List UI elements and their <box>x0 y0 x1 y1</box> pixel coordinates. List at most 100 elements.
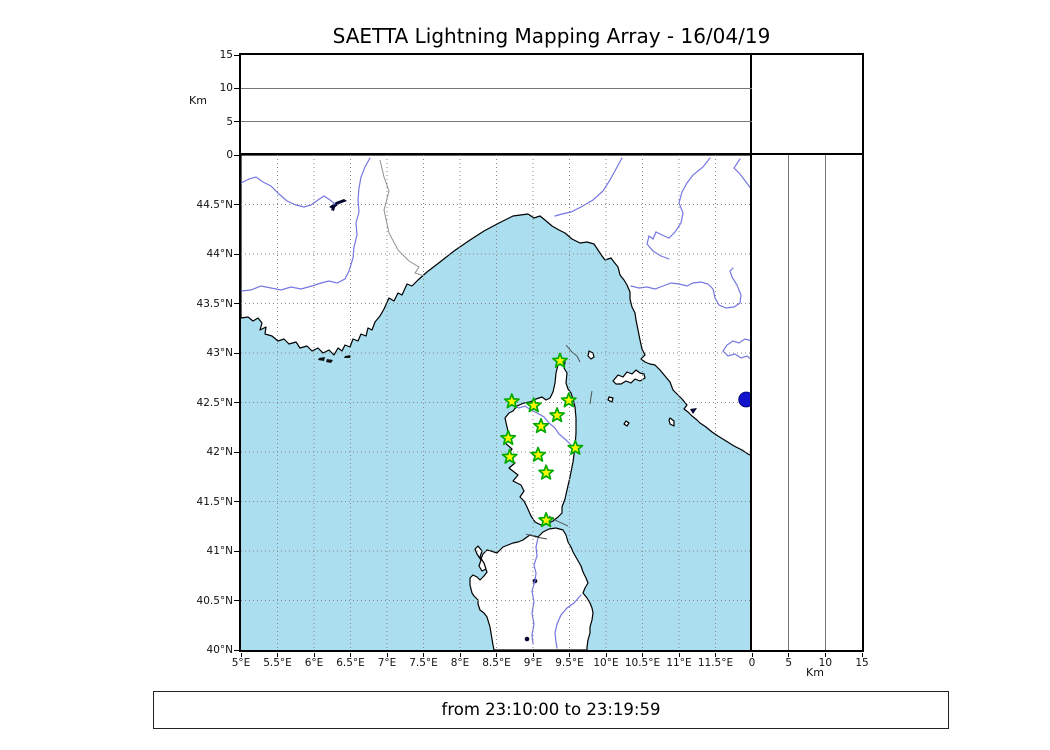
lon-tick-label: 5.5°E <box>263 657 292 669</box>
lon-tick-mark <box>350 652 351 657</box>
lma-station-star <box>501 448 518 464</box>
lon-tick-label: 8.5°E <box>482 657 511 669</box>
lon-tick-mark <box>240 652 242 657</box>
island-pianosa <box>606 395 614 403</box>
lma-station-star <box>537 463 554 480</box>
lat-tick-mark <box>233 402 239 403</box>
alt-gridline-vertical <box>788 155 790 650</box>
lma-station-star <box>548 406 565 422</box>
lat-tick-mark <box>233 352 239 354</box>
lma-station-star <box>560 391 577 407</box>
lon-tick-label: 6.5°E <box>336 657 365 669</box>
alt-tick-mark-right-panel <box>751 652 753 657</box>
lon-tick-label: 6°E <box>304 657 324 669</box>
lon-tick-mark <box>313 652 315 657</box>
lon-tick-label: 9°E <box>523 657 543 669</box>
time-range-text: from 23:10:00 to 23:19:59 <box>441 700 661 719</box>
alt-tick-label-top-panel: 5 <box>226 115 233 128</box>
lon-tick-mark <box>423 652 424 657</box>
island-elba <box>611 368 646 385</box>
lon-tick-mark <box>386 652 388 657</box>
alt-tick-label-top-panel: 0 <box>226 149 233 161</box>
alt-tick-mark-top-panel <box>233 54 239 56</box>
lma-station-star <box>537 511 554 527</box>
river-golo-corsica <box>510 403 575 449</box>
altitude-unit-label-top: Km <box>189 94 207 107</box>
lma-station-star <box>525 396 542 412</box>
lake-sardinia-south <box>524 636 529 641</box>
chart-title: SAETTA Lightning Mapping Array - 16/04/1… <box>332 24 771 48</box>
lon-tick-mark <box>459 652 461 657</box>
lat-tick-label: 43°N <box>206 347 233 359</box>
lma-station-star <box>529 446 546 462</box>
lma-station-star <box>503 392 520 408</box>
lat-tick-label: 44°N <box>206 248 233 260</box>
lat-tick-mark <box>233 550 239 552</box>
lat-tick-label: 43.5°N <box>196 297 233 310</box>
alt-tick-mark-top-panel <box>233 121 239 123</box>
lat-tick-label: 42°N <box>206 446 233 458</box>
lma-station-star <box>499 429 516 445</box>
lma-station-star <box>566 439 583 455</box>
lon-tick-mark <box>569 652 570 657</box>
lat-tick-label: 41.5°N <box>196 495 233 508</box>
corner-panel <box>749 52 864 157</box>
sea-annotation-lines <box>525 344 592 539</box>
latlon-grid <box>240 154 752 650</box>
map-panel <box>238 152 754 652</box>
alt-tick-mark-top-panel <box>233 87 239 89</box>
alt-gridline-vertical <box>824 155 826 650</box>
lon-tick-label: 5°E <box>231 657 251 669</box>
lon-tick-label: 7.5°E <box>409 657 438 669</box>
lat-tick-label: 44.5°N <box>196 198 233 211</box>
lat-tick-label: 40.5°N <box>196 594 233 607</box>
lon-tick-mark <box>642 652 643 657</box>
island-sardinia <box>468 526 594 650</box>
lat-tick-label: 41°N <box>206 545 233 557</box>
lat-tick-mark <box>233 253 239 255</box>
lat-tick-mark <box>233 303 239 304</box>
lon-tick-label: 10°E <box>593 657 619 669</box>
alt-tick-label-top-panel: 10 <box>219 82 233 95</box>
alt-tick-label-right-panel: 5 <box>785 657 792 669</box>
event-source-dot <box>737 391 752 407</box>
lon-tick-mark <box>496 652 497 657</box>
lon-tick-mark <box>605 652 607 657</box>
station-markers-layer <box>499 352 752 527</box>
alt-tick-mark-right-panel <box>788 652 790 657</box>
alt-tick-label-right-panel: 10 <box>818 657 833 669</box>
lat-tick-label: 42.5°N <box>196 396 233 409</box>
altitude-longitude-panel <box>238 52 754 157</box>
alt-tick-label-right-panel: 0 <box>748 657 756 669</box>
lon-tick-label: 10.5°E <box>624 657 661 669</box>
lat-tick-label: 40°N <box>206 644 233 656</box>
lon-tick-mark <box>532 652 534 657</box>
lat-tick-mark <box>233 451 239 453</box>
lon-tick-label: 11.5°E <box>697 657 734 669</box>
orbetello-lagoon <box>689 407 697 414</box>
altitude-unit-label-bottom: Km <box>806 666 824 679</box>
rivers-france <box>240 156 371 292</box>
lat-tick-mark <box>233 649 239 651</box>
alt-tick-label-top-panel: 15 <box>219 49 233 61</box>
lat-tick-mark <box>233 501 239 502</box>
lon-tick-mark <box>715 652 716 657</box>
alt-tick-mark-right-panel <box>824 652 826 657</box>
time-range-box: from 23:10:00 to 23:19:59 <box>153 691 949 729</box>
rivers-sardinia <box>530 536 582 649</box>
alt-gridline-horizontal <box>241 121 752 123</box>
lon-tick-label: 8°E <box>450 657 470 669</box>
island-asinara <box>473 544 487 572</box>
lon-tick-mark <box>277 652 278 657</box>
alt-tick-mark-top-panel <box>233 154 239 156</box>
map-canvas <box>240 154 752 650</box>
lat-tick-mark <box>233 204 239 205</box>
hyeres-islands <box>317 354 351 363</box>
lon-tick-label: 11°E <box>666 657 692 669</box>
altitude-latitude-panel <box>749 152 864 652</box>
lake-serre-poncon <box>328 198 347 211</box>
coastline-mainland-europe <box>240 154 752 457</box>
lma-station-star <box>532 417 549 433</box>
lma-station-star <box>551 352 568 368</box>
